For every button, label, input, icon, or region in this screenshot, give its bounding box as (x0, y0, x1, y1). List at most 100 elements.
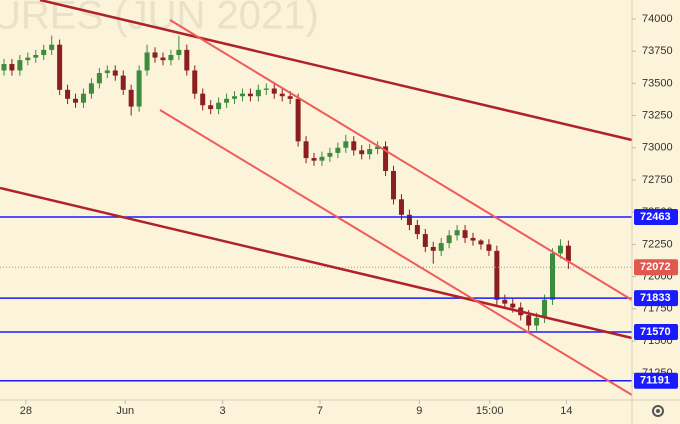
candle-body (80, 93, 86, 103)
candle-body (192, 70, 198, 94)
candle-body (65, 89, 71, 99)
channel-line (169, 19, 633, 301)
candle-body (534, 317, 540, 326)
x-tick-label: 28 (20, 405, 32, 417)
candle-body (49, 44, 55, 50)
candle-body (398, 199, 404, 215)
candle-body (104, 70, 110, 74)
candle-body (208, 105, 214, 110)
candle-body (438, 243, 444, 251)
x-tick-label: 9 (416, 405, 422, 417)
candle-body (430, 246, 436, 251)
candle-body (224, 98, 230, 103)
candle-body (120, 75, 126, 90)
candle-body (88, 83, 94, 94)
candle-body (239, 93, 245, 97)
candle-body (1, 64, 7, 71)
y-tick-label: 74000 (642, 13, 673, 25)
candle-body (160, 57, 166, 61)
candle-body (17, 60, 23, 71)
y-tick-label: 73250 (642, 109, 673, 121)
candle-body (462, 230, 468, 238)
candle-body (9, 64, 15, 71)
candle-body (542, 299, 548, 318)
trend-line (39, 0, 633, 142)
last-price-label: 72072 (640, 261, 671, 273)
candle-body (311, 158, 317, 161)
candle-body (406, 214, 412, 226)
candle-body (391, 170, 397, 200)
level-label: 71570 (640, 326, 671, 338)
gear-center[interactable] (656, 409, 660, 413)
candle-body (335, 147, 341, 153)
candle-body (255, 89, 261, 97)
candle-body (367, 149, 373, 155)
trend-lines (0, 0, 633, 396)
candle-body (327, 152, 333, 157)
candle-body (128, 89, 134, 107)
candle-body (96, 73, 102, 84)
level-label-box (634, 290, 678, 307)
level-label: 72463 (640, 211, 671, 223)
candle-body (247, 93, 253, 97)
candle-body (510, 303, 516, 308)
candle-body (184, 49, 190, 71)
y-tick-label: 73000 (642, 142, 673, 154)
x-tick-label: Jun (116, 405, 134, 417)
candle-body (359, 150, 365, 155)
candle-body (216, 102, 222, 110)
candle-body (343, 141, 349, 148)
candle-body (144, 52, 150, 71)
y-tick-label: 73500 (642, 77, 673, 89)
candle-body (33, 55, 39, 58)
candle-body (279, 93, 285, 97)
candle-body (176, 49, 182, 56)
x-tick-label: 7 (317, 405, 323, 417)
level-label-box (634, 323, 678, 340)
x-tick-label: 14 (560, 405, 572, 417)
candle-body (502, 299, 508, 304)
y-tick-label: 72750 (642, 174, 673, 186)
trend-line (0, 186, 633, 340)
candle-body (73, 98, 79, 103)
candle-body (112, 70, 118, 76)
watermark: URES (JUN 2021) (0, 0, 319, 38)
candle-body (565, 245, 571, 262)
y-tick-label: 73750 (642, 45, 673, 57)
settings-icon[interactable] (652, 405, 664, 417)
candle-body (470, 237, 476, 241)
gear[interactable] (652, 405, 664, 417)
candle-body (168, 55, 174, 61)
candle-body (351, 141, 357, 151)
axis-labels: 7125071500717507200072250725007275073000… (20, 13, 678, 417)
last-price-box (634, 259, 678, 276)
candle-body (57, 44, 63, 90)
channel-line (159, 109, 633, 396)
candle-body (446, 235, 452, 244)
candle-body (454, 230, 460, 236)
candle-body (486, 244, 492, 251)
x-tick-label: 15:00 (476, 405, 504, 417)
candle-body (232, 96, 238, 99)
candle-body (526, 315, 532, 326)
plot (0, 35, 632, 382)
candle-body (271, 88, 277, 94)
candle-body (200, 93, 206, 106)
candle-body (152, 52, 158, 58)
level-label-box (634, 372, 678, 389)
y-tick-label: 72250 (642, 238, 673, 250)
candle-body (478, 240, 484, 245)
candle-body (25, 57, 31, 61)
candle-body (550, 253, 556, 300)
level-label: 71191 (640, 375, 670, 387)
candle-body (414, 225, 420, 235)
level-label: 71833 (640, 292, 671, 304)
candle-body (303, 141, 309, 159)
candle-body (422, 234, 428, 247)
candle-body (263, 88, 269, 90)
candle-body (287, 96, 293, 99)
level-label-box (634, 208, 678, 225)
candle-body (557, 245, 563, 254)
candle-body (494, 250, 500, 300)
candle-body (319, 156, 325, 161)
